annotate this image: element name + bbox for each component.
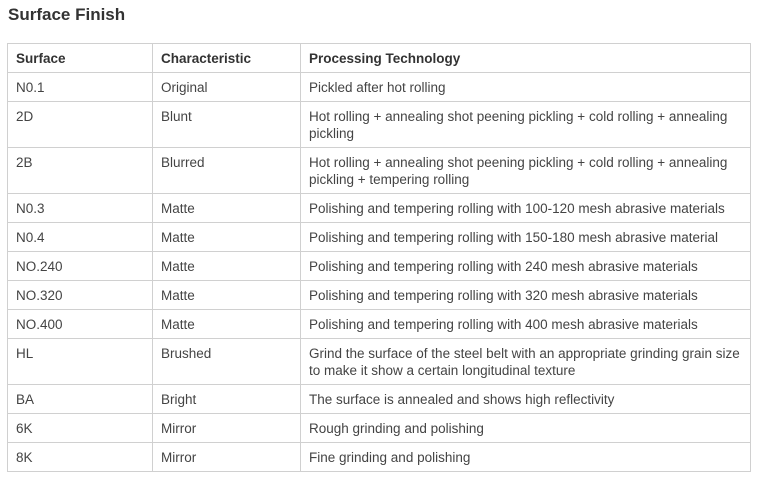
column-header-processing-technology: Processing Technology xyxy=(300,43,751,73)
table-row: 8K Mirror Fine grinding and polishing xyxy=(7,442,751,472)
table-row: BA Bright The surface is annealed and show… xyxy=(7,384,751,414)
processing-technology-cell: Polishing and tempering rolling with 150… xyxy=(300,222,751,252)
surface-cell: 2B xyxy=(7,147,153,194)
table-row: N0.3 Matte Polishing and tempering rolling… xyxy=(7,193,751,223)
page-title: Surface Finish xyxy=(8,5,126,24)
characteristic-cell: Bright xyxy=(152,384,301,414)
characteristic-cell: Matte xyxy=(152,280,301,310)
column-header-surface: Surface xyxy=(7,43,153,73)
processing-technology-cell: Hot rolling + annealing shot peening pic… xyxy=(300,101,751,148)
table-row: N0.1 Original Pickled after hot rolling xyxy=(7,72,751,102)
table-row: NO.400 Matte Polishing and tempering rolli… xyxy=(7,309,751,339)
surface-finish-table: Surface Characteristic Processing Techno… xyxy=(7,43,751,472)
column-header-characteristic: Characteristic xyxy=(152,43,301,73)
table-header-row: Surface Characteristic Processing Techno… xyxy=(7,43,751,73)
surface-cell: NO.400 xyxy=(7,309,153,339)
table-row: 2B Blurred Hot rolling + annealing shot pe… xyxy=(7,147,751,194)
characteristic-cell: Brushed xyxy=(152,338,301,385)
table-row: N0.4 Matte Polishing and tempering rolling… xyxy=(7,222,751,252)
surface-cell: N0.4 xyxy=(7,222,153,252)
characteristic-cell: Matte xyxy=(152,309,301,339)
characteristic-cell: Matte xyxy=(152,193,301,223)
surface-cell: BA xyxy=(7,384,153,414)
surface-cell: 8K xyxy=(7,442,153,472)
characteristic-cell: Blunt xyxy=(152,101,301,148)
characteristic-cell: Matte xyxy=(152,251,301,281)
characteristic-cell: Matte xyxy=(152,222,301,252)
table-row: NO.240 Matte Polishing and tempering rolli… xyxy=(7,251,751,281)
processing-technology-cell: The surface is annealed and shows high r… xyxy=(300,384,751,414)
processing-technology-cell: Polishing and tempering rolling with 240… xyxy=(300,251,751,281)
characteristic-cell: Mirror xyxy=(152,442,301,472)
surface-cell: NO.240 xyxy=(7,251,153,281)
surface-cell: NO.320 xyxy=(7,280,153,310)
surface-cell: HL xyxy=(7,338,153,385)
processing-technology-cell: Polishing and tempering rolling with 100… xyxy=(300,193,751,223)
table-row: 6K Mirror Rough grinding and polishing xyxy=(7,413,751,443)
characteristic-cell: Blurred xyxy=(152,147,301,194)
processing-technology-cell: Pickled after hot rolling xyxy=(300,72,751,102)
table-row: HL Brushed Grind the surface of the steel … xyxy=(7,338,751,385)
processing-technology-cell: Polishing and tempering rolling with 320… xyxy=(300,280,751,310)
characteristic-cell: Mirror xyxy=(152,413,301,443)
processing-technology-cell: Polishing and tempering rolling with 400… xyxy=(300,309,751,339)
processing-technology-cell: Rough grinding and polishing xyxy=(300,413,751,443)
processing-technology-cell: Grind the surface of the steel belt with… xyxy=(300,338,751,385)
surface-cell: N0.3 xyxy=(7,193,153,223)
processing-technology-cell: Hot rolling + annealing shot peening pic… xyxy=(300,147,751,194)
table-row: NO.320 Matte Polishing and tempering rolli… xyxy=(7,280,751,310)
surface-cell: 2D xyxy=(7,101,153,148)
surface-cell: N0.1 xyxy=(7,72,153,102)
table-row: 2D Blunt Hot rolling + annealing shot peen… xyxy=(7,101,751,148)
processing-technology-cell: Fine grinding and polishing xyxy=(300,442,751,472)
surface-cell: 6K xyxy=(7,413,153,443)
characteristic-cell: Original xyxy=(152,72,301,102)
